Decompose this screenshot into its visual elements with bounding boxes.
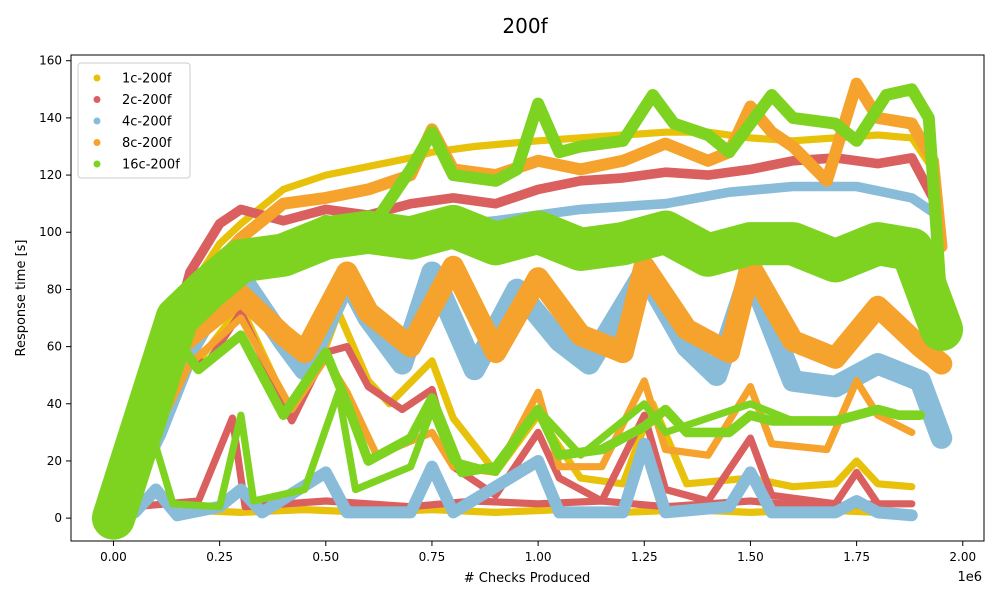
- y-tick-label: 80: [47, 282, 62, 296]
- legend-marker: [93, 74, 101, 82]
- y-tick-label: 40: [47, 397, 62, 411]
- y-tick-label: 160: [39, 54, 62, 68]
- series-band: [91, 204, 964, 540]
- series-band: [109, 308, 916, 522]
- legend-label: 16c-200f: [122, 158, 180, 173]
- plot-frame: [70, 54, 985, 542]
- x-tick-label: 0.75: [419, 550, 446, 564]
- x-axis-label: # Checks Produced: [464, 571, 590, 586]
- legend-label: 8c-200f: [122, 136, 172, 151]
- x-tick-label: 0.25: [206, 550, 233, 564]
- plot-area: [91, 77, 964, 540]
- series-band: [173, 506, 882, 516]
- x-tick-label: 0.00: [100, 550, 127, 564]
- series-band: [102, 255, 953, 529]
- x-tick-label: 1.50: [737, 550, 764, 564]
- chart-title: 200f: [502, 14, 548, 38]
- y-tick-label: 0: [54, 511, 62, 525]
- legend-marker: [93, 160, 101, 168]
- x-tick-label: 2.00: [949, 550, 976, 564]
- x-axis: 0.00 0.25 0.50 0.75 1.00 1.25 1.50 1.75 2.00: [100, 541, 976, 564]
- legend-box: [77, 62, 191, 179]
- x-tick-label: 1.00: [525, 550, 552, 564]
- x-tick-label: 0.50: [312, 550, 339, 564]
- legend-marker: [93, 139, 101, 146]
- y-axis: 0 20 40 60 80 100 120 140 160: [39, 54, 71, 525]
- x-tick-label: 1.75: [843, 550, 870, 564]
- legend-marker: [93, 117, 101, 125]
- y-tick-label: 60: [47, 340, 62, 354]
- series-band: [131, 388, 797, 511]
- y-tick-label: 20: [47, 454, 62, 468]
- legend-marker: [93, 96, 101, 103]
- y-tick-label: 140: [39, 111, 62, 125]
- y-tick-label: 120: [39, 168, 62, 182]
- series-band: [109, 314, 916, 522]
- y-axis-label: Response time [s]: [14, 240, 29, 357]
- series-band: [109, 303, 916, 522]
- legend-label: 1c-200f: [122, 72, 172, 87]
- series-band: [107, 77, 948, 525]
- legend-label: 2c-200f: [122, 93, 172, 108]
- series-8c-200f: [102, 77, 953, 529]
- x-axis-offset-label: 1e6: [957, 570, 982, 585]
- legend: 1c-200f 2c-200f 4c-200f 8c-200f 16c-200f: [77, 62, 191, 179]
- y-tick-label: 100: [39, 225, 62, 239]
- series-16c-200f: [91, 83, 964, 540]
- series-band: [108, 153, 938, 523]
- x-tick-label: 1.25: [631, 550, 658, 564]
- legend-label: 4c-200f: [122, 115, 172, 130]
